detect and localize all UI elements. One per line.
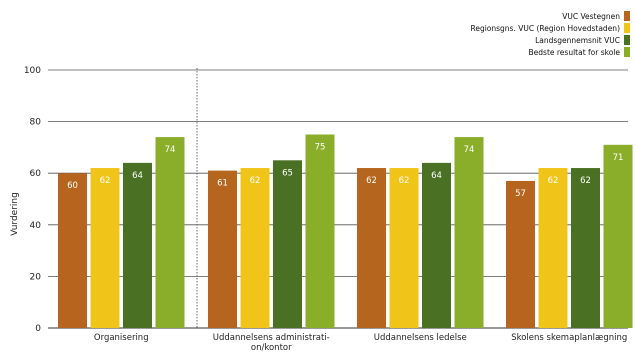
bar-4-4 xyxy=(603,144,633,328)
legend-swatch xyxy=(624,47,630,57)
x-axis-categories: Organisering Uddannelsens administrati-on… xyxy=(94,333,627,353)
data-label: 62 xyxy=(366,176,377,186)
bar-2-4 xyxy=(305,134,335,328)
legend-swatch xyxy=(624,11,630,21)
bar-4-2 xyxy=(538,168,568,328)
y-axis-label: Vurdering xyxy=(10,192,20,236)
data-label: 74 xyxy=(165,145,176,155)
bar-3-1 xyxy=(357,168,386,328)
category-label: Skolens skemaplanlægning xyxy=(511,333,627,343)
data-label: 62 xyxy=(250,176,261,186)
legend-label: Regionsgns. VUC (Region Hovedstaden) xyxy=(470,24,620,33)
bar-3-4 xyxy=(454,137,484,328)
bars xyxy=(58,134,633,328)
legend-label: Bedste resultat for skole xyxy=(529,48,621,57)
legend-swatch xyxy=(624,23,630,33)
legend-label: VUC Vestegnen xyxy=(562,12,620,21)
bar-2-2 xyxy=(240,168,270,328)
bar-1-3 xyxy=(123,162,152,328)
data-label: 61 xyxy=(217,179,228,189)
data-label: 62 xyxy=(399,176,410,186)
category-label: Organisering xyxy=(94,333,149,343)
data-label: 71 xyxy=(613,153,624,163)
legend: VUC Vestegnen Regionsgns. VUC (Region Hov… xyxy=(470,11,630,57)
data-label: 74 xyxy=(464,145,475,155)
data-label: 60 xyxy=(67,181,78,191)
bar-1-2 xyxy=(90,168,120,328)
data-label: 57 xyxy=(515,189,526,199)
data-label: 62 xyxy=(548,176,559,186)
data-label: 62 xyxy=(580,176,591,186)
bar-2-3 xyxy=(273,160,302,328)
data-label: 64 xyxy=(132,171,143,181)
bar-4-1 xyxy=(506,180,535,328)
y-tick-label: 80 xyxy=(30,118,42,128)
bar-1-1 xyxy=(58,173,87,328)
bar-4-3 xyxy=(571,168,600,328)
y-tick-label: 20 xyxy=(30,272,42,282)
category-label: on/kontor xyxy=(251,343,292,353)
legend-label: Landsgennemsnit VUC xyxy=(535,36,620,45)
category-label: Uddannelsens administrati- xyxy=(213,333,330,343)
bar-2-1 xyxy=(208,170,237,328)
y-tick-label: 60 xyxy=(30,169,42,179)
y-tick-label: 100 xyxy=(24,66,41,76)
y-tick-label: 40 xyxy=(30,221,42,231)
data-labels: 60 62 64 74 61 62 65 75 62 62 64 74 57 62 62 71 xyxy=(67,143,623,199)
category-label: Uddannelsens ledelse xyxy=(374,333,467,343)
bar-3-3 xyxy=(422,162,451,328)
data-label: 65 xyxy=(282,168,293,178)
data-label: 75 xyxy=(315,143,326,153)
legend-swatch xyxy=(624,35,630,45)
y-tick-label: 0 xyxy=(35,324,41,334)
data-label: 62 xyxy=(100,176,111,186)
data-label: 64 xyxy=(431,171,442,181)
y-axis: 0 20 40 60 80 100 xyxy=(24,66,41,334)
bar-1-4 xyxy=(155,137,185,328)
bar-3-2 xyxy=(389,168,419,328)
